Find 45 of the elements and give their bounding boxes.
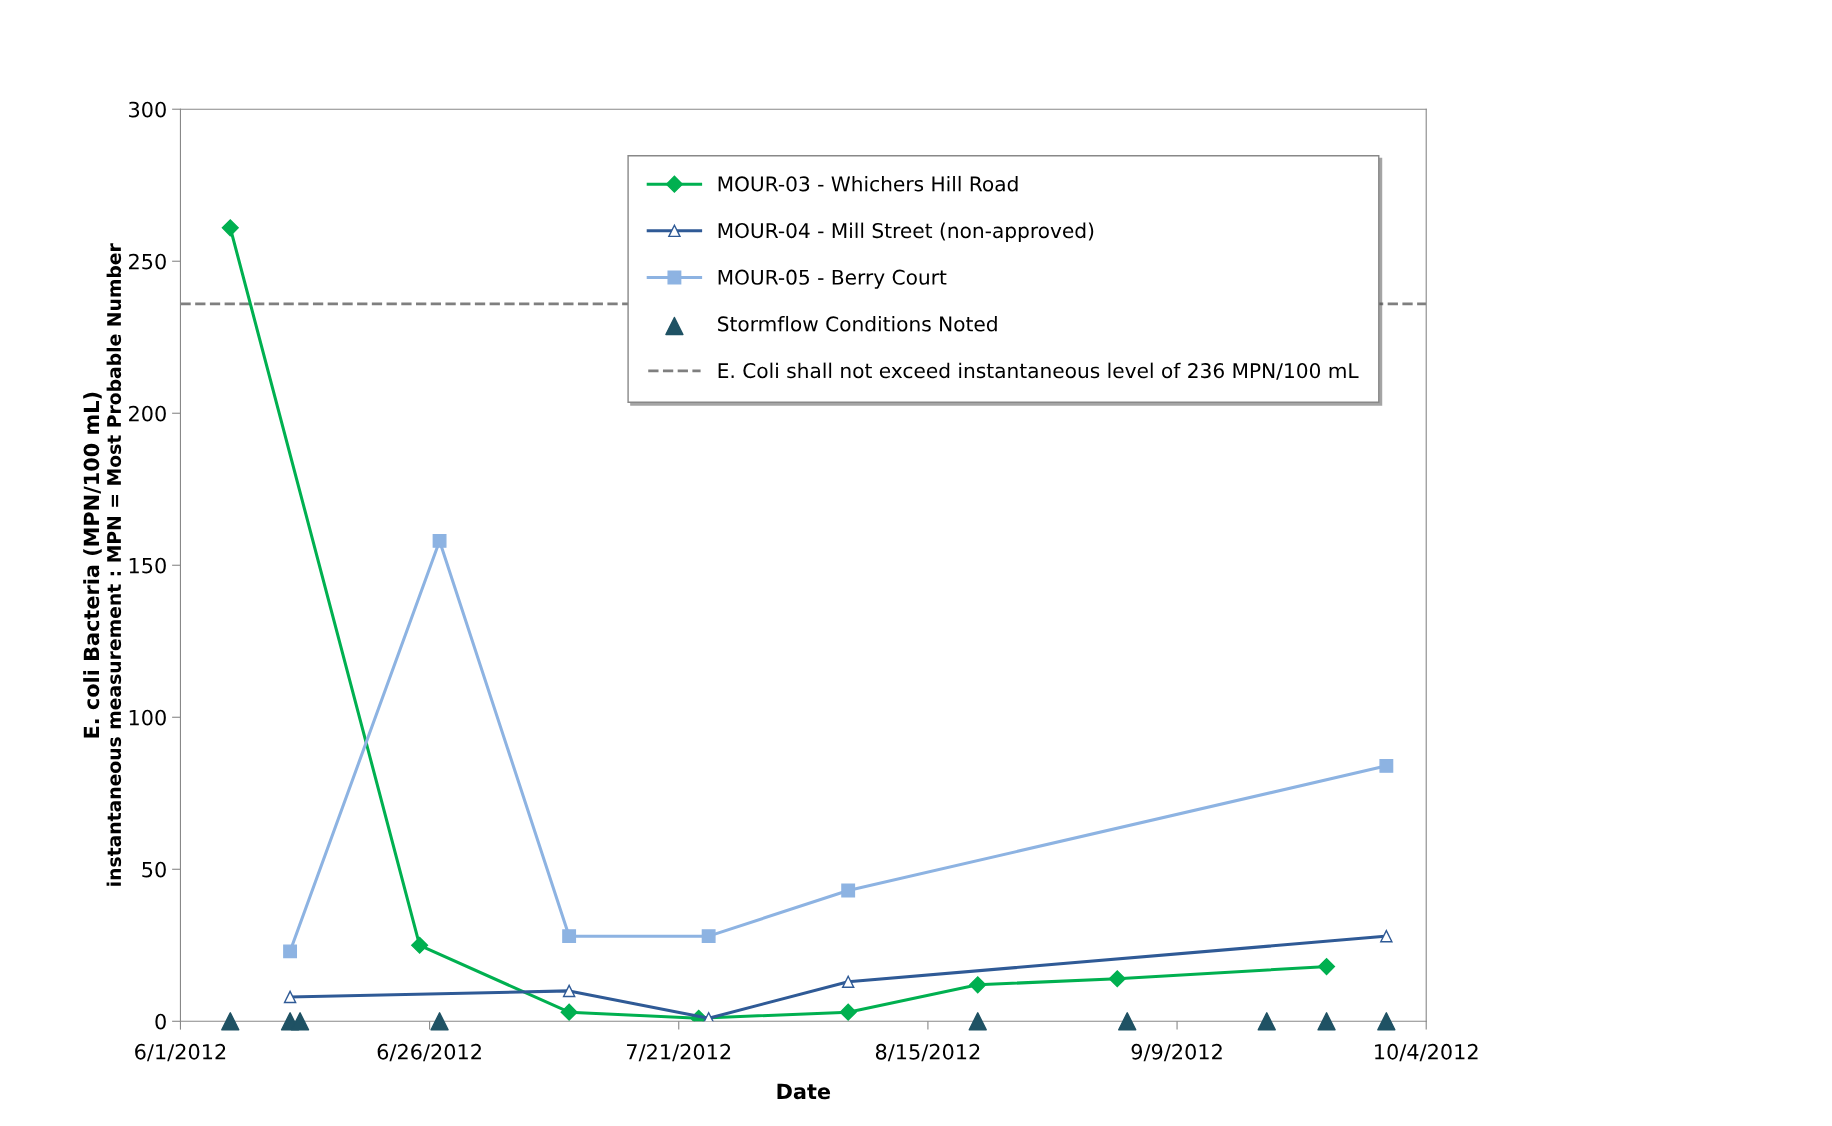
x-tick-label: 6/26/2012 <box>377 1043 481 1062</box>
legend-label: MOUR-03 - Whichers Hill Road <box>718 175 1018 192</box>
point <box>562 929 577 944</box>
y-tick-label: 300 <box>129 101 166 118</box>
point <box>1317 1012 1336 1031</box>
point <box>560 1003 578 1021</box>
point <box>411 936 429 954</box>
y-tick-label: 150 <box>129 557 166 574</box>
point <box>701 929 716 944</box>
point <box>283 990 297 1004</box>
x-tick-label: 7/21/2012 <box>627 1043 731 1062</box>
x-tick-label: 6/1/2012 <box>135 1043 226 1062</box>
point <box>221 1012 240 1031</box>
point <box>430 1012 449 1031</box>
y-tick-label: 50 <box>142 861 166 878</box>
point <box>221 219 239 237</box>
legend-label: MOUR-04 - Mill Street (non-approved) <box>718 222 1094 243</box>
point <box>969 976 987 994</box>
point <box>839 1003 857 1021</box>
point <box>1108 970 1126 988</box>
x-tick-label: 8/15/2012 <box>875 1043 980 1062</box>
point <box>562 984 576 998</box>
point <box>1257 1012 1276 1031</box>
legend-label: E. Coli shall not exceed instantaneous level of 236 MPN/100 mL <box>718 362 1359 380</box>
legend-label: MOUR-05 - Berry Court <box>718 269 947 289</box>
point <box>1317 958 1336 976</box>
point <box>841 975 855 989</box>
x-axis-title: Date <box>777 1083 831 1100</box>
point <box>1377 1012 1396 1031</box>
point <box>1380 929 1393 943</box>
point <box>1379 758 1394 773</box>
y-axis-title: E. coli Bacteria (MPN/100 mL) instantaneous measurement : MPN = Most Probable Number <box>83 243 122 886</box>
point <box>290 1012 310 1031</box>
point <box>1118 1012 1137 1031</box>
y-tick-label: 200 <box>129 405 166 422</box>
x-tick-label: 9/9/2012 <box>1131 1043 1222 1062</box>
x-tick-label: 10/4/2012 <box>1375 1043 1478 1062</box>
y-tick-label: 0 <box>155 1013 166 1030</box>
point <box>432 533 447 548</box>
point <box>283 944 298 959</box>
point <box>968 1012 987 1031</box>
point <box>841 883 856 898</box>
legend-label: Stormflow Conditions Noted <box>718 315 997 332</box>
y-tick-label: 250 <box>129 253 166 270</box>
y-tick-label: 100 <box>129 709 166 726</box>
